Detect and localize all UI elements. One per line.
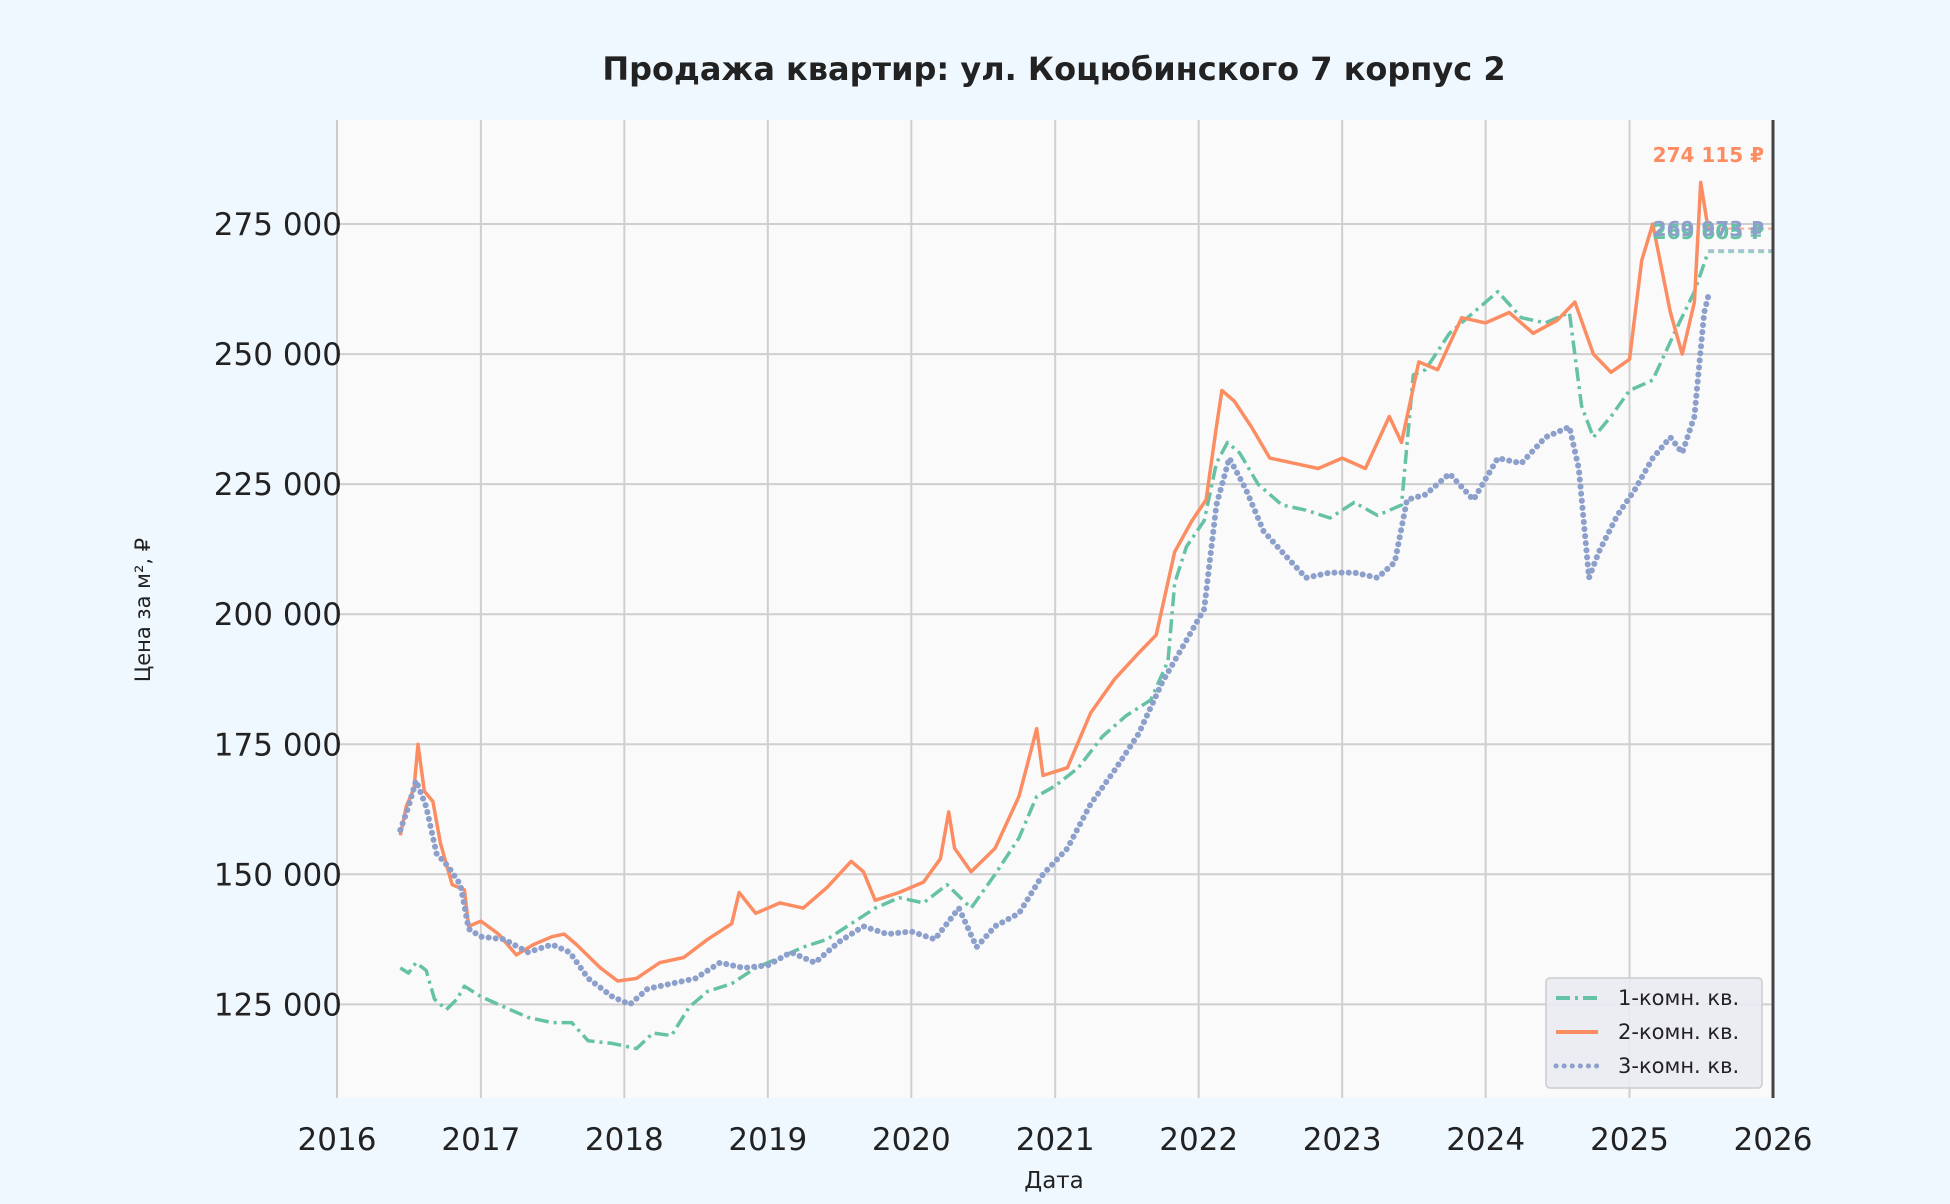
x-tick-label: 2019 [728,1122,807,1158]
value-labels: 269 605 ₽ 274 115 ₽ 269 973 ₽ [1653,143,1764,244]
y-tick-label: 150 000 [214,857,342,893]
y-tick-label: 275 000 [214,207,342,243]
legend-label-2: 2-комн. кв. [1618,1020,1739,1044]
x-tick-label: 2017 [441,1122,520,1158]
y-tick-label: 175 000 [214,727,342,763]
x-tick-label: 2021 [1016,1122,1095,1158]
y-tick-label: 225 000 [214,467,342,503]
legend-frame [1545,977,1763,1089]
x-tick-labels: 2016 2017 2018 2019 2020 2021 2022 2023 2024 2025… [298,1122,1813,1158]
x-tick-label: 2020 [872,1122,951,1158]
y-axis-label: Цена за м², ₽ [131,538,155,682]
series-line-1 [399,251,1710,1051]
legend-label-1: 1-комн. кв. [1618,986,1739,1010]
last-value-label-2: 274 115 ₽ [1653,143,1764,167]
x-tick-label: 2016 [298,1122,377,1158]
x-tick-label: 2022 [1159,1122,1238,1158]
x-tick-label: 2018 [585,1122,664,1158]
x-tick-label: 2025 [1590,1122,1669,1158]
y-tick-label: 125 000 [214,987,342,1023]
y-tick-label: 250 000 [214,337,342,373]
x-tick-label: 2026 [1734,1122,1813,1158]
y-tick-labels: 125 000 150 000 175 000 200 000 225 000 250 0… [214,207,342,1023]
series-line-3 [397,293,1712,1008]
last-value-label-3: 269 973 ₽ [1653,217,1764,241]
end-lines [1708,120,1775,1098]
series-line-2 [398,180,1710,983]
y-gridlines [337,223,1773,1006]
x-tick-label: 2024 [1446,1122,1525,1158]
x-axis-label: Дата [1024,1168,1084,1194]
last-value-label-1: 269 605 ₽ [1653,220,1764,244]
legend: 1-комн. кв. 2-комн. кв. 3-комн. кв. [1545,977,1763,1089]
chart-title: Продажа квартир: ул. Коцюбинского 7 корп… [602,50,1505,88]
series-layer [397,180,1712,1051]
legend-label-3: 3-комн. кв. [1618,1054,1739,1078]
x-tick-label: 2023 [1303,1122,1382,1158]
y-tick-label: 200 000 [214,597,342,633]
